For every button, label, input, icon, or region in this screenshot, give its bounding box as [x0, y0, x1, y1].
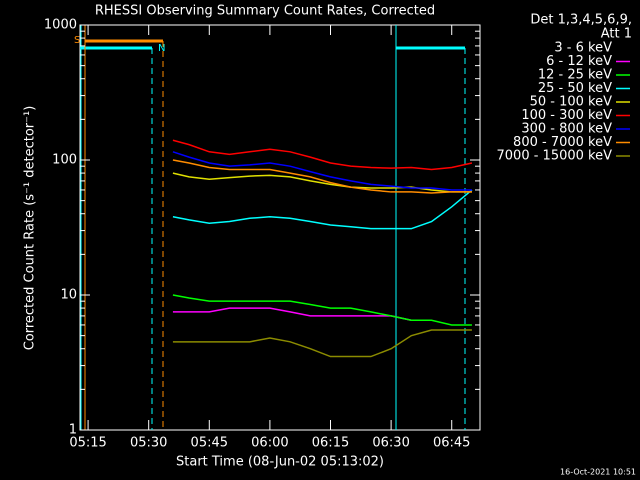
series-line: [172, 329, 472, 358]
series-line: [172, 189, 473, 230]
flag-label: N: [158, 43, 165, 54]
flag-label: S: [74, 35, 80, 46]
series-line: [172, 139, 473, 171]
series-line: [172, 307, 412, 321]
x-axis-label: Start Time (08-Jun-02 05:13:02): [176, 455, 384, 470]
x-tick-label: 06:00: [251, 436, 288, 451]
legend-label: 6 - 12 keV: [546, 54, 612, 69]
legend-label: 7000 - 15000 keV: [497, 149, 613, 164]
series-line: [172, 159, 472, 194]
legend-label: 12 - 25 keV: [538, 68, 612, 83]
series-line: [172, 151, 472, 191]
y-tick-label: 10: [60, 288, 77, 303]
x-tick-label: 06:45: [433, 436, 470, 451]
y-tick-label: 1000: [44, 18, 77, 33]
series-line: [172, 172, 472, 193]
legend-label: 800 - 7000 keV: [513, 135, 612, 150]
x-tick-label: 05:15: [69, 436, 106, 451]
legend-label: 300 - 800 keV: [521, 122, 612, 137]
chart-title: RHESSI Observing Summary Count Rates, Co…: [95, 4, 435, 19]
plot-frame: [79, 24, 481, 431]
legend-label: 3 - 6 keV: [554, 41, 612, 56]
timestamp: 16-Oct-2021 10:51: [560, 468, 636, 477]
y-tick-label: 1: [69, 423, 77, 438]
detector-note: Att 1: [601, 27, 632, 42]
legend-label: 25 - 50 keV: [538, 81, 612, 96]
series-line: [172, 294, 472, 326]
x-tick-label: 06:15: [312, 436, 349, 451]
legend-label: 100 - 300 keV: [521, 108, 612, 123]
legend-label: 50 - 100 keV: [530, 95, 613, 110]
x-tick-label: 05:45: [191, 436, 228, 451]
x-tick-label: 05:30: [130, 436, 167, 451]
y-tick-label: 100: [52, 153, 77, 168]
detector-note: Det 1,3,4,5,6,9,: [530, 13, 632, 28]
y-axis-label: Corrected Count Rate (s⁻¹ detector⁻¹): [23, 106, 38, 351]
x-tick-label: 06:30: [372, 436, 409, 451]
